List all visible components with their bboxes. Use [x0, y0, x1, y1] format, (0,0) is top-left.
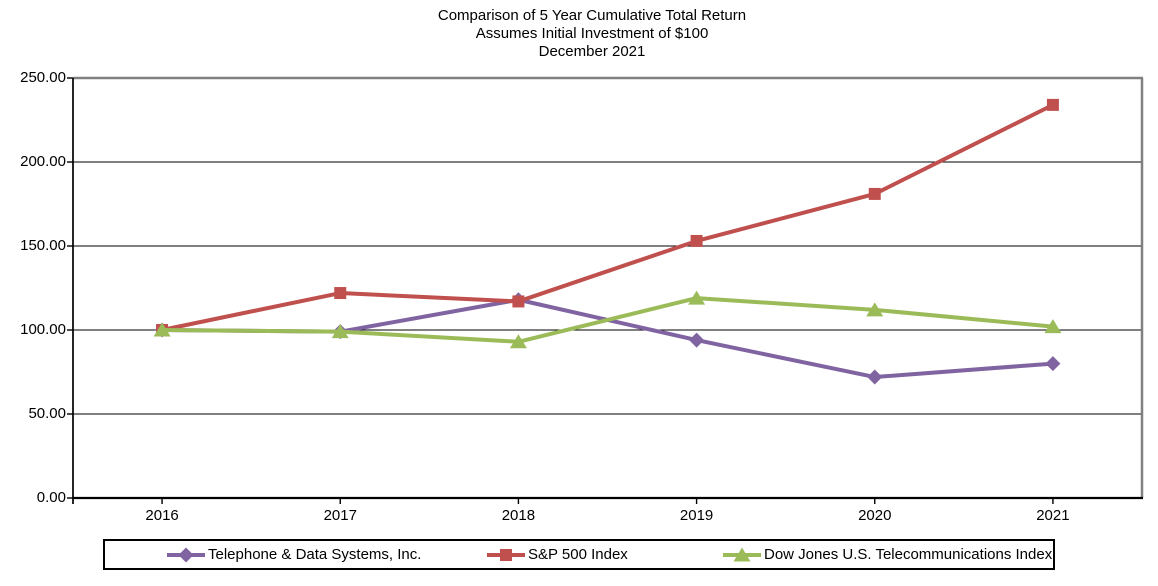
legend-item-diamond: Telephone & Data Systems, Inc. [167, 541, 421, 568]
x-tick-label: 2017 [323, 507, 357, 524]
data-point-triangle-2021 [1044, 319, 1062, 334]
x-tick-label: 2018 [501, 507, 536, 524]
legend-label: Telephone & Data Systems, Inc. [208, 546, 422, 563]
y-tick-label: 100.00 [20, 321, 66, 338]
data-point-square-2020 [868, 187, 881, 200]
y-tick-label: 150.00 [20, 237, 66, 254]
legend: Telephone & Data Systems, Inc. S&P 500 In… [103, 539, 1055, 570]
chart-title-line-1: Comparison of 5 Year Cumulative Total Re… [437, 7, 747, 24]
legend-marker-diamond-icon [167, 547, 205, 562]
data-point-triangle-2019 [688, 290, 706, 305]
data-point-triangle-2016 [153, 322, 171, 337]
data-point-triangle-2020 [866, 302, 884, 317]
data-point-square-2017 [334, 287, 347, 300]
data-point-diamond-2019 [689, 332, 705, 348]
legend-marker-triangle-icon [723, 547, 761, 561]
legend-marker-square-icon [487, 548, 525, 561]
data-point-triangle-2018 [509, 334, 527, 349]
data-point-square-2019 [690, 234, 703, 247]
chart-title: Comparison of 5 Year Cumulative Total Re… [26, 7, 1158, 61]
legend-item-square: S&P 500 Index [487, 541, 628, 568]
data-point-square-2021 [1046, 98, 1059, 111]
legend-label: Dow Jones U.S. Telecommunications Index [764, 546, 1053, 563]
data-point-diamond-2021 [1045, 356, 1061, 372]
series-line-square [161, 103, 1054, 332]
series-line-triangle [162, 296, 1054, 344]
y-tick-label: 0.00 [36, 489, 66, 506]
y-tick-label: 250.00 [20, 69, 66, 86]
y-tick-label: 200.00 [20, 153, 66, 170]
legend-marker-shape [500, 548, 512, 561]
data-point-triangle-2017 [331, 324, 349, 339]
x-tick-label: 2016 [145, 507, 179, 524]
legend-marker-shape [733, 547, 751, 561]
x-tick-label: 2021 [1036, 507, 1070, 524]
data-point-square-2018 [512, 295, 525, 308]
chart-title-line-2: Assumes Initial Investment of $100 [475, 25, 709, 42]
data-point-diamond-2020 [867, 369, 883, 385]
legend-marker-shape [178, 547, 194, 562]
x-tick-label: 2019 [679, 507, 714, 524]
legend-item-triangle: Dow Jones U.S. Telecommunications Index [723, 541, 1052, 568]
y-tick-label: 50.00 [28, 405, 66, 422]
chart-title-line-3: December 2021 [538, 43, 646, 60]
series-line-diamond [162, 297, 1054, 380]
legend-label: S&P 500 Index [528, 546, 628, 563]
x-tick-label: 2020 [858, 507, 892, 524]
